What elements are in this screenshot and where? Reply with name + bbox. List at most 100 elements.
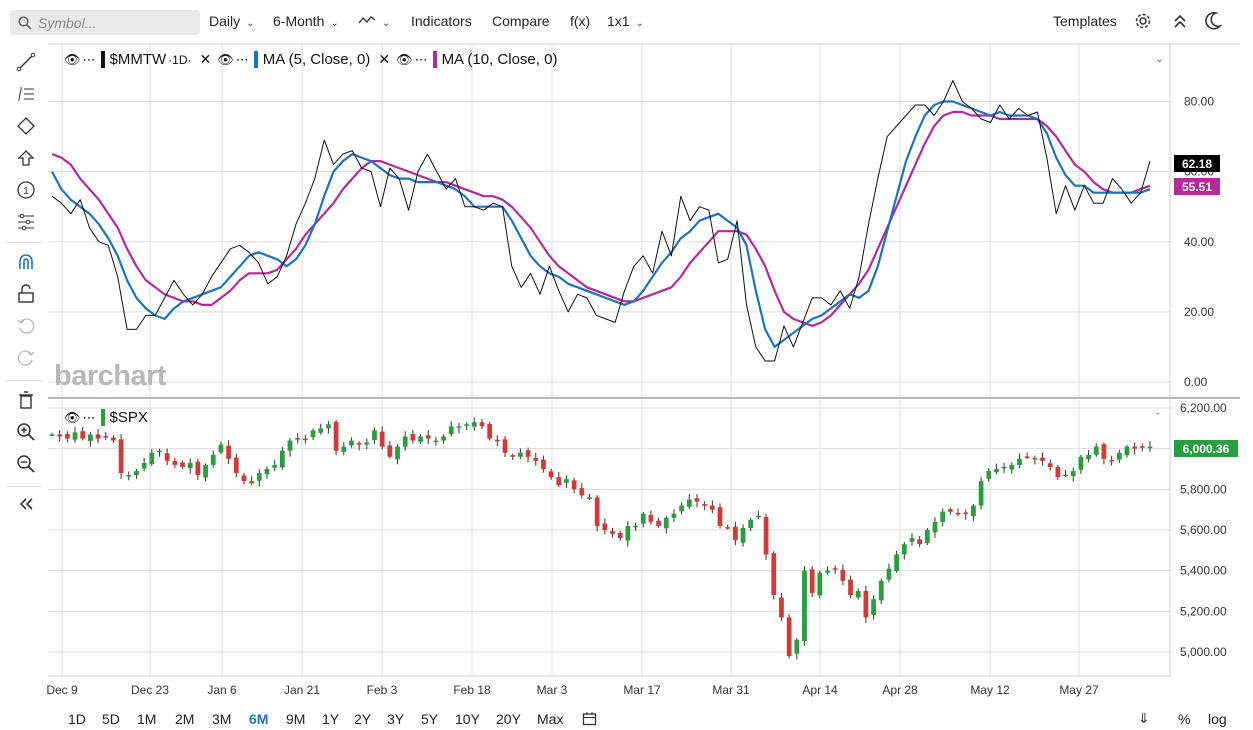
candle-body — [686, 499, 692, 507]
candle-body — [1139, 446, 1145, 448]
zoom-out-button[interactable] — [14, 452, 38, 476]
fx-button[interactable]: f(x) — [570, 13, 591, 29]
more-icon[interactable]: ⋯ — [235, 51, 249, 67]
more-icon[interactable]: ⋯ — [82, 51, 96, 67]
range-3y[interactable]: 3Y — [387, 711, 405, 727]
delete-button[interactable] — [14, 388, 38, 412]
range-6m[interactable]: 6M — [249, 711, 269, 727]
more-icon[interactable]: ⋯ — [82, 409, 96, 425]
candle-body — [986, 471, 992, 479]
range-3m[interactable]: 3M — [212, 711, 232, 727]
more-icon[interactable]: ⋯ — [414, 51, 428, 67]
lock-button[interactable] — [14, 282, 38, 306]
candle-body — [333, 421, 339, 451]
eye-icon[interactable]: 👁 — [64, 409, 81, 425]
range-2m[interactable]: 2M — [175, 711, 195, 727]
y-tick-label: 5,200.00 — [1180, 604, 1227, 618]
calendar-icon[interactable] — [582, 711, 597, 729]
eye-icon[interactable]: 👁 — [64, 51, 81, 67]
candle-body — [387, 445, 393, 457]
range-5y[interactable]: 5Y — [421, 711, 439, 727]
candle-body — [579, 488, 585, 496]
candle-body — [894, 554, 899, 572]
percent-toggle[interactable]: % — [1178, 711, 1191, 727]
layout-dropdown[interactable]: 1x1 ⌄ — [607, 13, 644, 29]
range-5d[interactable]: 5D — [102, 711, 120, 727]
dark-mode-button[interactable] — [1204, 11, 1223, 34]
range-1m[interactable]: 1M — [137, 711, 157, 727]
zoom-in-button[interactable] — [14, 420, 38, 444]
candle-body — [95, 434, 101, 439]
candle-body — [709, 505, 715, 510]
line-chart-icon — [358, 16, 376, 24]
interval-dropdown[interactable]: Daily ⌄ — [209, 13, 255, 29]
candle-body — [203, 464, 208, 478]
candle-body — [1063, 474, 1068, 477]
candle-body — [418, 436, 423, 442]
candle-body — [679, 505, 685, 512]
candle-body — [341, 446, 347, 452]
templates-button[interactable]: Templates — [1053, 13, 1117, 29]
undo-button[interactable] — [14, 314, 38, 338]
symbol-search[interactable]: Symbol... — [10, 10, 200, 35]
period-dropdown[interactable]: 6-Month ⌄ — [273, 13, 339, 29]
close-icon[interactable]: ✕ — [199, 51, 212, 67]
log-toggle[interactable]: log — [1208, 711, 1227, 727]
range-20y[interactable]: 20Y — [496, 711, 521, 727]
candle-body — [1132, 446, 1138, 449]
search-input[interactable]: Symbol... — [38, 14, 97, 31]
pane-collapse-icon[interactable]: ⌄ — [1155, 53, 1165, 65]
indicators-button[interactable]: Indicators — [411, 13, 472, 29]
pane-expand-icon[interactable]: ˆ — [1156, 412, 1160, 424]
candle-body — [1147, 446, 1153, 449]
candle-body — [1055, 466, 1061, 478]
range-9m[interactable]: 9M — [286, 711, 306, 727]
range-max[interactable]: Max — [537, 711, 564, 727]
candle-body — [1070, 471, 1076, 477]
candle-body — [640, 513, 646, 524]
candle-body — [594, 497, 600, 526]
candle-body — [1086, 454, 1091, 460]
annotation-tool[interactable]: 1 — [14, 178, 38, 202]
candle-body — [832, 568, 838, 570]
collapse-button[interactable] — [1172, 12, 1188, 33]
candle-body — [134, 471, 139, 476]
arrow-up-icon — [17, 150, 35, 166]
candle-body — [80, 431, 86, 439]
candle-body — [779, 597, 784, 618]
eye-icon[interactable]: 👁 — [396, 51, 413, 67]
settings-button[interactable] — [1134, 12, 1152, 33]
measure-tool[interactable] — [14, 210, 38, 234]
trendline-tool[interactable] — [14, 50, 38, 74]
chart-type-dropdown[interactable]: ⌄ — [358, 13, 390, 29]
redo-button[interactable] — [14, 346, 38, 370]
range-1y[interactable]: 1Y — [322, 711, 340, 727]
shapes-tool[interactable] — [14, 114, 38, 138]
series-line-2 — [51, 110, 1151, 327]
compare-button[interactable]: Compare — [492, 13, 550, 29]
candle-body — [1009, 464, 1015, 470]
range-1d[interactable]: 1D — [68, 711, 86, 727]
collapse-toolbar-button[interactable] — [14, 492, 38, 516]
candle-body — [510, 455, 516, 457]
arrow-tool[interactable] — [14, 146, 38, 170]
eye-icon[interactable]: 👁 — [217, 51, 234, 67]
watermark: barchart — [54, 360, 167, 392]
candle-body — [64, 434, 70, 439]
x-tick-label: Mar 31 — [712, 683, 750, 697]
chevron-down-icon: ⌄ — [330, 18, 339, 29]
candle-body — [356, 442, 362, 445]
close-icon[interactable]: ✕ — [378, 51, 391, 67]
candle-body — [395, 446, 400, 460]
candle-body — [279, 450, 285, 468]
range-2y[interactable]: 2Y — [354, 711, 372, 727]
fibonacci-tool[interactable] — [14, 82, 38, 106]
candle-body — [525, 450, 531, 457]
x-tick-label: Jan 21 — [284, 683, 320, 697]
candle-body — [233, 457, 239, 474]
chevron-double-down-icon[interactable]: ⇓ — [1138, 710, 1150, 726]
range-10y[interactable]: 10Y — [455, 711, 480, 727]
candle-body — [72, 432, 78, 440]
magnet-button[interactable] — [14, 250, 38, 274]
